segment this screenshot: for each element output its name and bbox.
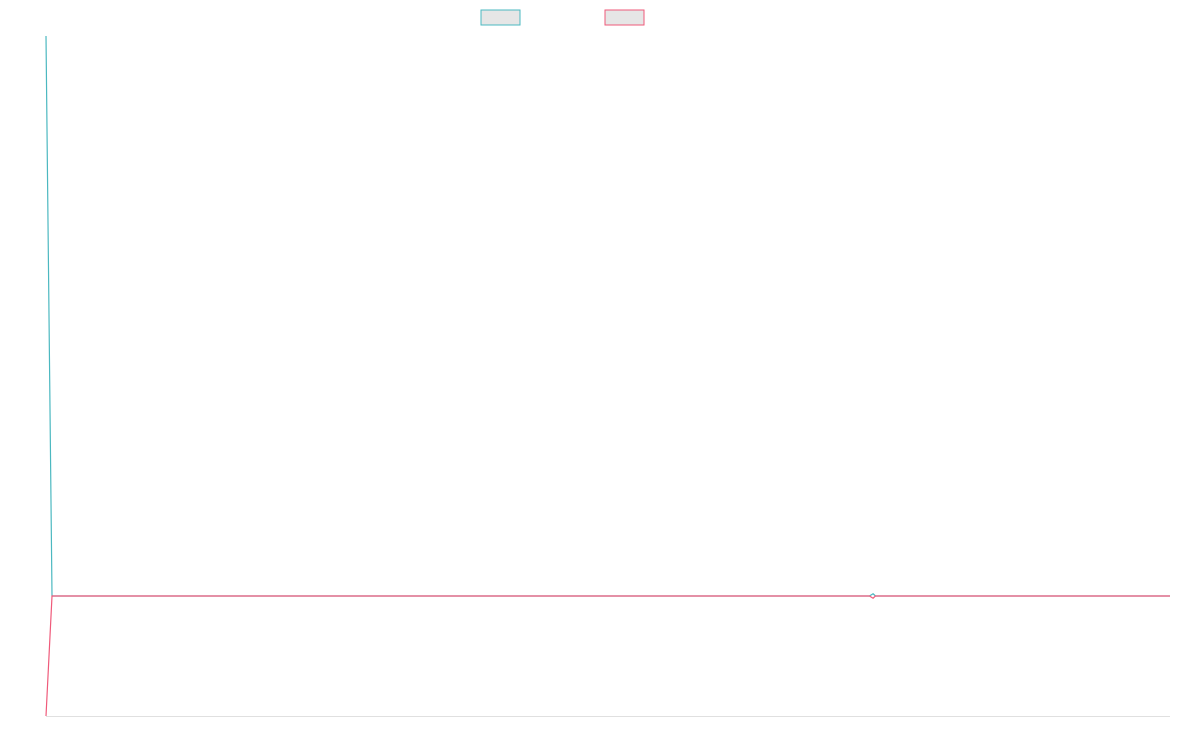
series-line [45, 35, 1170, 597]
series-line [45, 595, 1170, 717]
legend-swatch [480, 9, 521, 26]
legend-swatch [604, 9, 645, 26]
